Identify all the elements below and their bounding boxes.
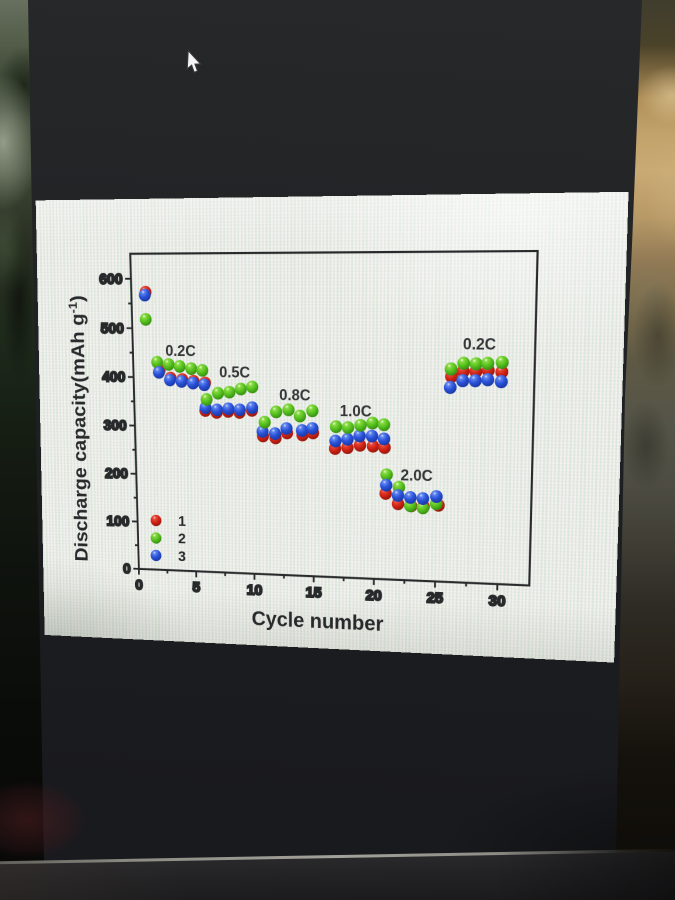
svg-text:Discharge capacity(mAh g-1): Discharge capacity(mAh g-1)	[66, 295, 92, 562]
svg-text:5: 5	[192, 580, 200, 596]
svg-text:200: 200	[105, 466, 128, 483]
svg-text:20: 20	[365, 587, 381, 604]
svg-text:1.0C: 1.0C	[340, 404, 372, 421]
svg-text:25: 25	[426, 590, 443, 607]
svg-text:0.2C: 0.2C	[165, 344, 196, 361]
svg-text:0.8C: 0.8C	[279, 388, 311, 405]
svg-text:400: 400	[102, 369, 125, 386]
svg-text:500: 500	[101, 321, 125, 338]
svg-text:0: 0	[123, 561, 131, 577]
svg-text:0.2C: 0.2C	[463, 337, 497, 354]
svg-text:3: 3	[178, 549, 186, 565]
svg-text:100: 100	[106, 513, 129, 530]
svg-text:0: 0	[135, 577, 143, 593]
svg-text:Cycle number: Cycle number	[252, 608, 384, 636]
svg-text:15: 15	[306, 585, 322, 602]
svg-text:2.0C: 2.0C	[401, 468, 434, 486]
svg-text:0.5C: 0.5C	[219, 365, 250, 382]
svg-text:30: 30	[488, 593, 505, 610]
svg-text:300: 300	[103, 418, 126, 435]
svg-text:1: 1	[178, 514, 186, 530]
svg-text:2: 2	[178, 531, 186, 547]
svg-text:10: 10	[247, 582, 263, 599]
svg-text:600: 600	[99, 271, 123, 288]
